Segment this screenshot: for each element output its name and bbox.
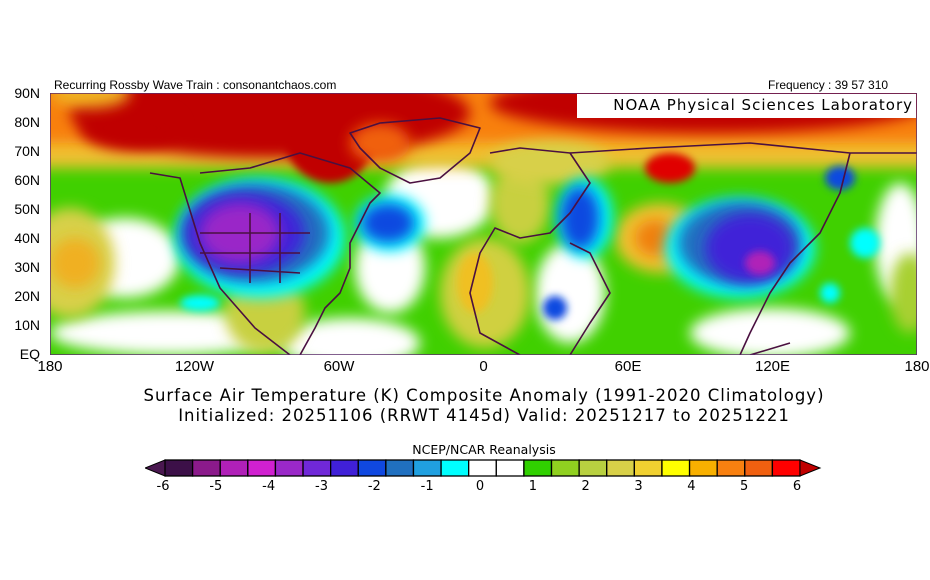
lon-label: 180 <box>37 358 63 375</box>
anomaly-region <box>890 253 917 333</box>
anomaly-region <box>635 220 675 256</box>
header-right-text: Frequency : 39 57 310 <box>768 78 889 92</box>
colorbar-swatch <box>219 459 249 477</box>
colorbar-swatch <box>385 459 415 477</box>
lat-label: 50N <box>14 201 40 217</box>
anomaly-region <box>543 296 567 320</box>
colorbar-swatch <box>412 459 442 477</box>
anomaly-region <box>705 213 795 283</box>
colorbar-low-arrow <box>145 459 166 477</box>
colorbar-swatch <box>744 459 774 477</box>
colorbar-tick-label: 2 <box>581 479 590 494</box>
colorbar-swatch <box>606 459 635 477</box>
colorbar-swatch <box>247 459 277 477</box>
colorbar-tick-label: -1 <box>420 479 434 494</box>
anomaly-region <box>80 106 180 150</box>
noaa-watermark: NOAA Physical Sciences Laboratory <box>577 94 916 118</box>
colorbar-swatch <box>716 459 746 477</box>
colorbar-tick-label: -6 <box>156 479 170 494</box>
colorbar-swatch <box>771 459 801 477</box>
anomaly-region <box>490 141 610 185</box>
anomaly-region <box>535 243 605 343</box>
anomaly-region <box>745 251 775 275</box>
lat-label: 80N <box>14 114 40 130</box>
lon-label: 60W <box>323 358 355 375</box>
colorbar-swatch <box>468 459 497 477</box>
lon-label: 120E <box>754 358 791 375</box>
colorbar-tick-label: 1 <box>528 479 537 494</box>
colorbar-swatch <box>550 459 580 477</box>
colorbar <box>145 459 822 477</box>
north-america-coast <box>149 152 381 355</box>
colorbar-swatch <box>688 459 718 477</box>
lat-label: EQ <box>19 346 40 362</box>
anomaly-region <box>180 295 220 311</box>
colorbar-tick-label: 5 <box>740 479 749 494</box>
lon-label: 120W <box>174 358 215 375</box>
colorbar-tick-label: 3 <box>634 479 643 494</box>
lat-label: 70N <box>14 143 40 159</box>
anomaly-region <box>361 203 415 243</box>
colorbar-swatch <box>495 459 525 477</box>
colorbar-swatch <box>357 459 387 477</box>
lat-label: 30N <box>14 259 40 275</box>
colorbar-tick-label: -4 <box>262 479 276 494</box>
anomaly-region <box>690 308 850 355</box>
anomaly-region <box>560 186 600 250</box>
colorbar-swatch <box>578 459 608 477</box>
colorbar-swatch <box>440 459 470 477</box>
anomaly-region <box>457 253 493 313</box>
lat-label: 60N <box>14 172 40 188</box>
anomaly-region <box>850 228 880 258</box>
lon-label: 60E <box>614 358 642 375</box>
map-title-line2: Initialized: 20251106 (RRWT 4145d) Valid… <box>178 406 790 425</box>
anomaly-region <box>285 93 375 183</box>
europe-africa-coast <box>469 147 611 355</box>
us-borders <box>200 213 310 283</box>
map-title-line1: Surface Air Temperature (K) Composite An… <box>143 386 825 405</box>
colorbar-swatch <box>633 459 663 477</box>
anomaly-region <box>820 283 840 303</box>
colorbar-swatch <box>330 459 359 477</box>
header-left-text: Recurring Rossby Wave Train : consonantc… <box>54 78 337 92</box>
anomaly-region <box>825 166 855 190</box>
temperature-anomaly-map <box>50 93 917 355</box>
colorbar-tick-label: 4 <box>687 479 696 494</box>
colorbar-tick-label: 6 <box>792 479 802 494</box>
colorbar-title: NCEP/NCAR Reanalysis <box>412 442 556 457</box>
colorbar-swatch <box>302 459 332 477</box>
greenland-coast <box>349 117 481 184</box>
lon-label: 0 <box>479 358 488 375</box>
lat-label: 90N <box>14 85 40 101</box>
anomaly-region <box>50 238 100 288</box>
anomaly-region <box>50 93 130 108</box>
colorbar-swatch <box>274 459 304 477</box>
colorbar-tick-label: -3 <box>315 479 328 494</box>
colorbar-high-arrow <box>799 459 822 477</box>
colorbar-tick-label: -5 <box>209 479 223 494</box>
colorbar-swatch <box>523 459 553 477</box>
colorbar-tick-label: -2 <box>367 479 381 494</box>
colorbar-swatch <box>191 459 221 477</box>
anomaly-region <box>350 123 410 163</box>
anomaly-region <box>645 153 695 183</box>
lon-label: 180 <box>904 358 930 375</box>
asia-coast <box>569 142 917 355</box>
lat-label: 40N <box>14 230 40 246</box>
lat-label: 20N <box>14 288 40 304</box>
lat-label: 10N <box>14 317 40 333</box>
colorbar-swatch <box>661 459 691 477</box>
colorbar-swatch <box>164 459 194 477</box>
colorbar-tick-label: 0 <box>475 479 485 494</box>
